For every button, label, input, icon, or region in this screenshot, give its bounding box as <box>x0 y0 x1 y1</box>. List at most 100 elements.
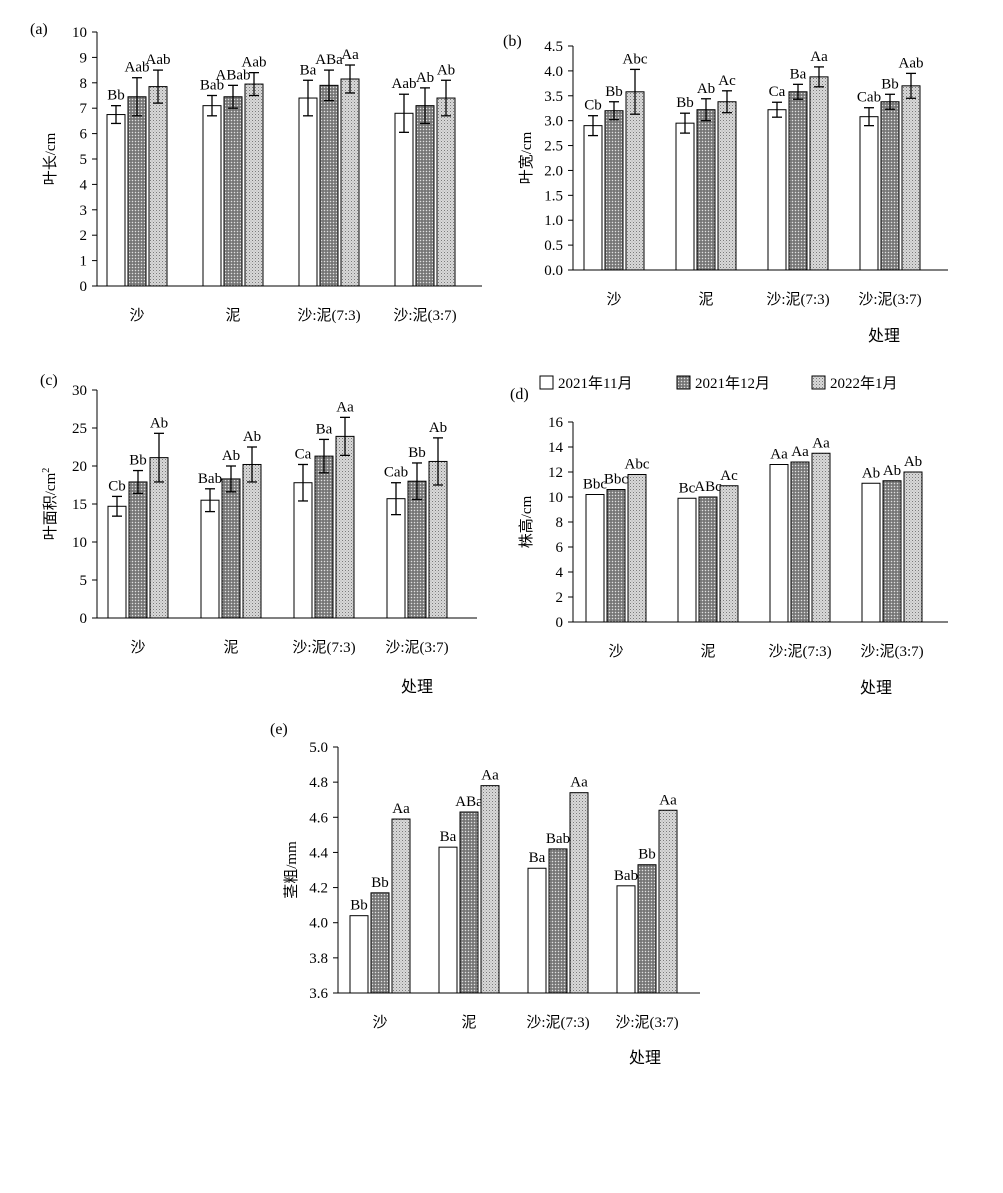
bar <box>548 848 568 994</box>
panel-label: (b) <box>503 33 522 50</box>
x-category-label: 沙:泥(3:7) <box>393 307 456 324</box>
significance-label: Bb <box>350 898 368 914</box>
x-category-label: 泥 <box>461 1014 476 1031</box>
x-category-label: 沙:泥(3:7) <box>615 1014 678 1031</box>
y-tick-label: 4.4 <box>309 845 328 861</box>
y-tick-label: 2 <box>80 228 88 244</box>
x-axis-label: 处理 <box>629 1049 661 1067</box>
legend-item: 2021年11月 <box>539 375 632 392</box>
y-tick-label: 10 <box>548 490 563 506</box>
significance-label: Aa <box>336 399 354 415</box>
charts: (a)012345678910叶长/cm沙泥沙:泥(7:3) 沙:泥(3:7)Bb… <box>30 21 948 1067</box>
y-tick-label: 5.0 <box>309 740 328 756</box>
x-category-label: 泥 <box>698 291 713 308</box>
significance-label: Bb <box>605 84 623 100</box>
significance-label: Ca <box>295 446 312 462</box>
significance-label: Cb <box>108 478 126 494</box>
y-tick-label: 1.0 <box>544 213 563 229</box>
bar <box>370 892 390 994</box>
y-tick-label: 4.8 <box>309 775 328 791</box>
bar <box>790 461 810 623</box>
panel-label: (c) <box>40 372 58 389</box>
bar <box>319 84 339 287</box>
significance-label: Ba <box>790 66 807 82</box>
bar <box>148 86 168 287</box>
significance-label: Bb <box>408 445 426 461</box>
bar <box>106 114 126 287</box>
x-axis-label: 处理 <box>868 327 900 345</box>
bar <box>903 471 923 623</box>
bar <box>606 489 626 623</box>
legend-swatch <box>539 375 554 390</box>
significance-label: Bab <box>200 78 224 94</box>
bar <box>604 110 624 271</box>
bar <box>569 792 589 994</box>
bar <box>438 846 458 994</box>
x-category-label: 沙 <box>608 644 623 660</box>
significance-label: Ba <box>316 421 333 437</box>
x-category-label: 沙 <box>129 308 144 324</box>
bar <box>394 112 414 287</box>
y-tick-label: 3.0 <box>544 114 563 130</box>
bar <box>637 864 657 994</box>
bar <box>480 785 500 994</box>
bar <box>717 101 737 271</box>
x-category-label: 泥 <box>700 643 715 660</box>
y-axis-label: 叶面积/cm2 <box>41 468 59 541</box>
bar <box>200 499 220 619</box>
significance-label: Ab <box>416 70 434 86</box>
y-axis-label: 叶宽/cm <box>518 131 535 184</box>
significance-label: Bb <box>676 95 694 111</box>
significance-label: Ab <box>437 62 455 78</box>
significance-label: Ac <box>718 73 736 89</box>
panel-label: (d) <box>510 386 529 403</box>
significance-label: Aa <box>812 435 830 451</box>
x-category-label: 沙:泥(3:7) <box>858 291 921 308</box>
bar <box>861 482 881 623</box>
bar <box>585 494 605 623</box>
significance-label: Aa <box>770 447 788 463</box>
y-tick-label: 25 <box>72 421 87 437</box>
significance-label: ABc <box>694 479 722 495</box>
y-tick-label: 2.0 <box>544 163 563 179</box>
bar <box>202 105 222 287</box>
significance-label: Aa <box>341 47 359 63</box>
significance-label: Aa <box>659 792 677 808</box>
bar <box>625 91 645 271</box>
x-category-label: 沙 <box>372 1015 387 1031</box>
y-tick-label: 16 <box>548 415 564 431</box>
significance-label: Aa <box>481 768 499 784</box>
significance-label: Aab <box>392 76 417 92</box>
bar <box>298 97 318 287</box>
y-tick-label: 2 <box>556 590 564 606</box>
significance-label: Bb <box>371 875 389 891</box>
significance-label: Bb <box>129 453 147 469</box>
chart-panel-4: (e) 3.6 3.8 4.0 4.2 4.4 4.6 4.8 5.0 茎粗/mm 沙 泥 沙:泥(7:… <box>270 721 700 1067</box>
x-category-label: 沙:泥(7:3) <box>766 291 829 308</box>
bar <box>314 455 334 619</box>
significance-label: Aa <box>810 49 828 65</box>
significance-label: Bc <box>679 480 696 496</box>
bar <box>616 885 636 994</box>
bar <box>340 78 360 287</box>
y-tick-label: 4.5 <box>544 39 563 55</box>
bar <box>719 485 739 623</box>
significance-label: Cab <box>384 465 408 481</box>
bar <box>880 101 900 271</box>
significance-label: Aa <box>570 775 588 791</box>
significance-label: Bb <box>107 88 125 104</box>
significance-label: Ab <box>150 415 168 431</box>
y-tick-label: 3 <box>80 203 88 219</box>
y-tick-label: 3.8 <box>309 951 328 967</box>
y-tick-label: 5 <box>80 573 88 589</box>
significance-label: Abc <box>623 51 648 67</box>
significance-label: Ab <box>697 81 715 97</box>
y-tick-label: 0 <box>80 279 88 295</box>
legend-label: 2022年1月 <box>830 375 898 392</box>
y-tick-label: 12 <box>548 465 563 481</box>
legend-swatch <box>676 375 691 390</box>
significance-label: Cab <box>857 90 881 106</box>
y-axis-label: 茎粗/mm <box>283 841 300 899</box>
significance-label: Aab <box>242 55 267 71</box>
